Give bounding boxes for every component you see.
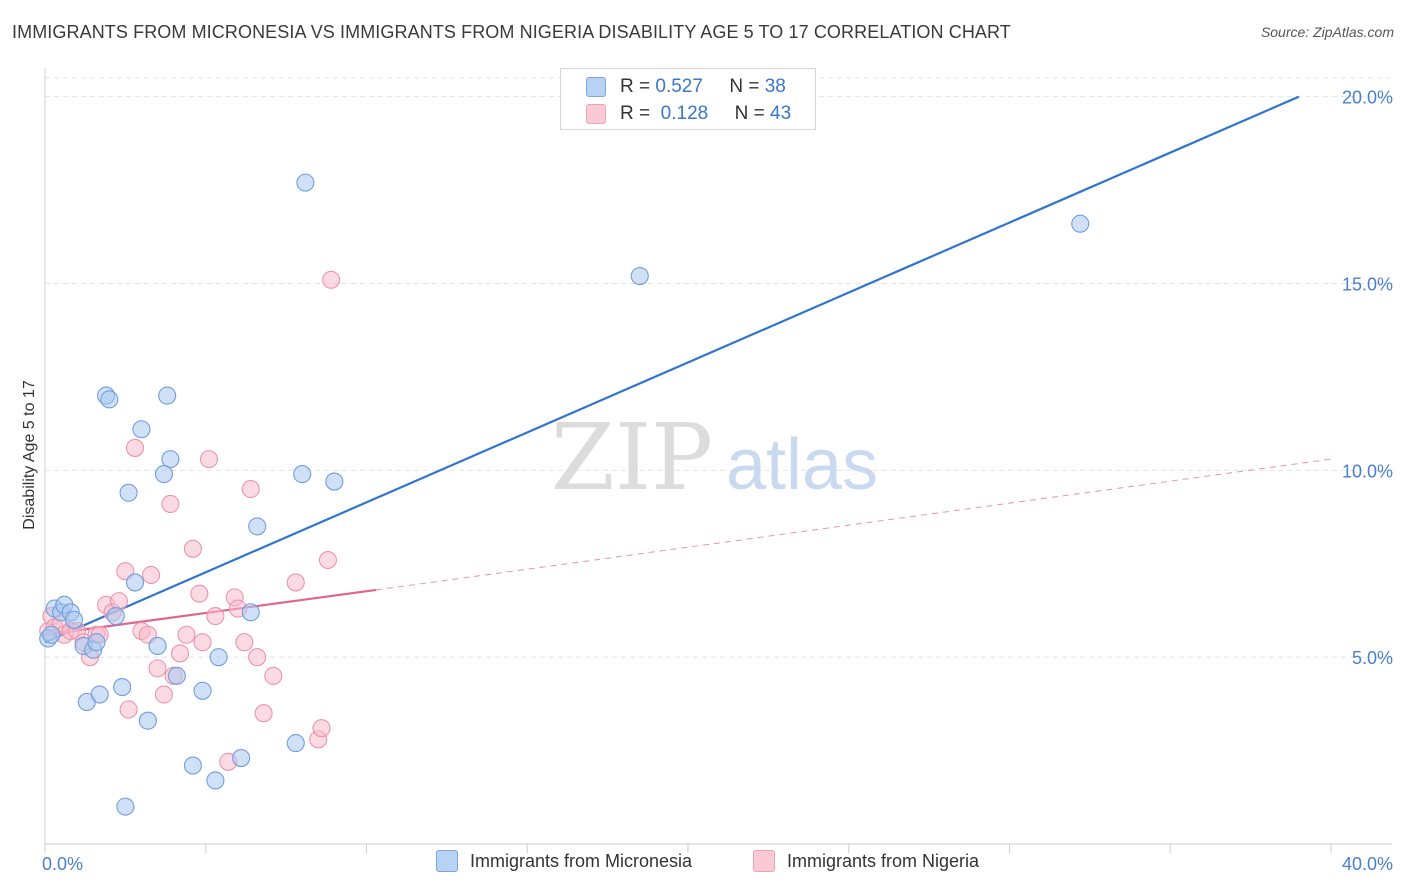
legend-r-value: 0.527 xyxy=(655,76,703,97)
point-nigeria xyxy=(154,685,174,704)
watermark-atlas: atlas xyxy=(726,425,878,505)
point-micronesia xyxy=(125,573,145,592)
trend-lines xyxy=(44,95,1332,644)
tick-labels: 5.0% 10.0% 15.0% 20.0% 0.0% 40.0% xyxy=(42,88,1393,874)
legend-r-label: R = xyxy=(620,76,651,97)
point-micronesia xyxy=(132,420,151,439)
point-micronesia xyxy=(113,678,132,697)
point-nigeria xyxy=(148,659,167,678)
point-nigeria xyxy=(286,573,305,592)
point-micronesia xyxy=(248,517,267,536)
y-axis-label: Disability Age 5 to 17 xyxy=(21,380,38,530)
point-micronesia xyxy=(293,465,312,484)
point-nigeria xyxy=(142,565,161,585)
point-nigeria xyxy=(109,592,128,611)
legend-n-value: 43 xyxy=(770,103,792,124)
trend-line-micronesia xyxy=(44,95,1300,644)
source-label: Source: ZipAtlas.com xyxy=(1260,24,1394,40)
legend-swatch-micronesia xyxy=(586,77,606,97)
point-micronesia xyxy=(116,797,135,816)
legend-item-micronesia: Immigrants from Micronesia xyxy=(436,850,692,872)
point-nigeria xyxy=(125,438,145,457)
point-micronesia xyxy=(161,450,180,469)
legend-n-label: N = xyxy=(729,76,760,97)
point-nigeria xyxy=(264,666,283,685)
point-micronesia xyxy=(209,648,228,667)
point-micronesia xyxy=(206,771,225,790)
point-nigeria xyxy=(235,633,254,652)
point-micronesia xyxy=(148,636,167,656)
legend-n-value: 38 xyxy=(764,76,786,97)
chart-title: IMMIGRANTS FROM MICRONESIA VS IMMIGRANTS… xyxy=(12,22,1011,42)
point-nigeria xyxy=(170,644,190,663)
legend-r-value: 0.128 xyxy=(660,103,709,124)
point-nigeria xyxy=(177,625,196,644)
legend-label-micronesia: Immigrants from Micronesia xyxy=(470,850,693,871)
trend-line-nigeria-extension xyxy=(376,458,1332,591)
gridlines xyxy=(45,77,1392,658)
point-micronesia xyxy=(167,666,186,685)
point-micronesia xyxy=(42,625,61,644)
point-micronesia xyxy=(90,685,109,704)
point-micronesia xyxy=(119,483,138,502)
point-nigeria xyxy=(193,633,212,652)
point-micronesia xyxy=(296,173,315,192)
legend-r-label: R = xyxy=(620,103,651,124)
point-nigeria xyxy=(312,719,331,738)
point-nigeria xyxy=(241,479,260,499)
point-nigeria xyxy=(322,270,341,289)
axes xyxy=(44,68,1392,853)
point-nigeria xyxy=(206,607,225,626)
point-micronesia xyxy=(158,386,177,405)
point-micronesia xyxy=(325,472,344,491)
point-nigeria xyxy=(318,550,337,570)
point-micronesia xyxy=(630,266,649,286)
point-nigeria xyxy=(248,648,267,667)
y-tick-label: 15.0% xyxy=(1342,275,1393,295)
point-micronesia xyxy=(193,681,212,700)
point-nigeria xyxy=(119,700,138,719)
x-tick-label: 40.0% xyxy=(1342,854,1393,874)
watermark-zip: ZIP xyxy=(551,404,713,511)
legend-swatch-nigeria xyxy=(586,104,606,124)
point-micronesia xyxy=(87,633,106,652)
x-tick-label: 0.0% xyxy=(42,854,83,874)
point-micronesia xyxy=(138,711,157,730)
point-micronesia xyxy=(183,756,202,775)
point-micronesia xyxy=(241,603,260,622)
point-micronesia xyxy=(286,734,305,753)
point-micronesia xyxy=(64,610,83,629)
point-nigeria xyxy=(161,494,180,514)
legend-item-nigeria: Immigrants from Nigeria xyxy=(753,850,979,872)
y-tick-label: 10.0% xyxy=(1342,461,1393,481)
point-micronesia xyxy=(1071,214,1090,233)
legend-label-nigeria: Immigrants from Nigeria xyxy=(787,850,980,871)
point-nigeria xyxy=(183,539,202,558)
point-nigeria xyxy=(190,584,209,603)
legend-swatch-micronesia xyxy=(436,850,458,872)
point-micronesia xyxy=(232,749,251,768)
y-tick-label: 5.0% xyxy=(1352,648,1393,668)
legend-swatch-nigeria xyxy=(753,850,775,872)
point-nigeria xyxy=(199,450,219,469)
point-micronesia xyxy=(106,607,125,626)
y-tick-label: 20.0% xyxy=(1342,88,1393,108)
watermark: ZIP atlas xyxy=(551,404,878,511)
point-micronesia xyxy=(100,390,119,409)
stats-legend: R = 0.527 N = 38 R = 0.128 N = 43 xyxy=(560,68,816,130)
legend-n-label: N = xyxy=(734,103,765,124)
point-nigeria xyxy=(254,704,273,723)
point-micronesia xyxy=(154,465,174,484)
data-points xyxy=(39,173,1090,816)
